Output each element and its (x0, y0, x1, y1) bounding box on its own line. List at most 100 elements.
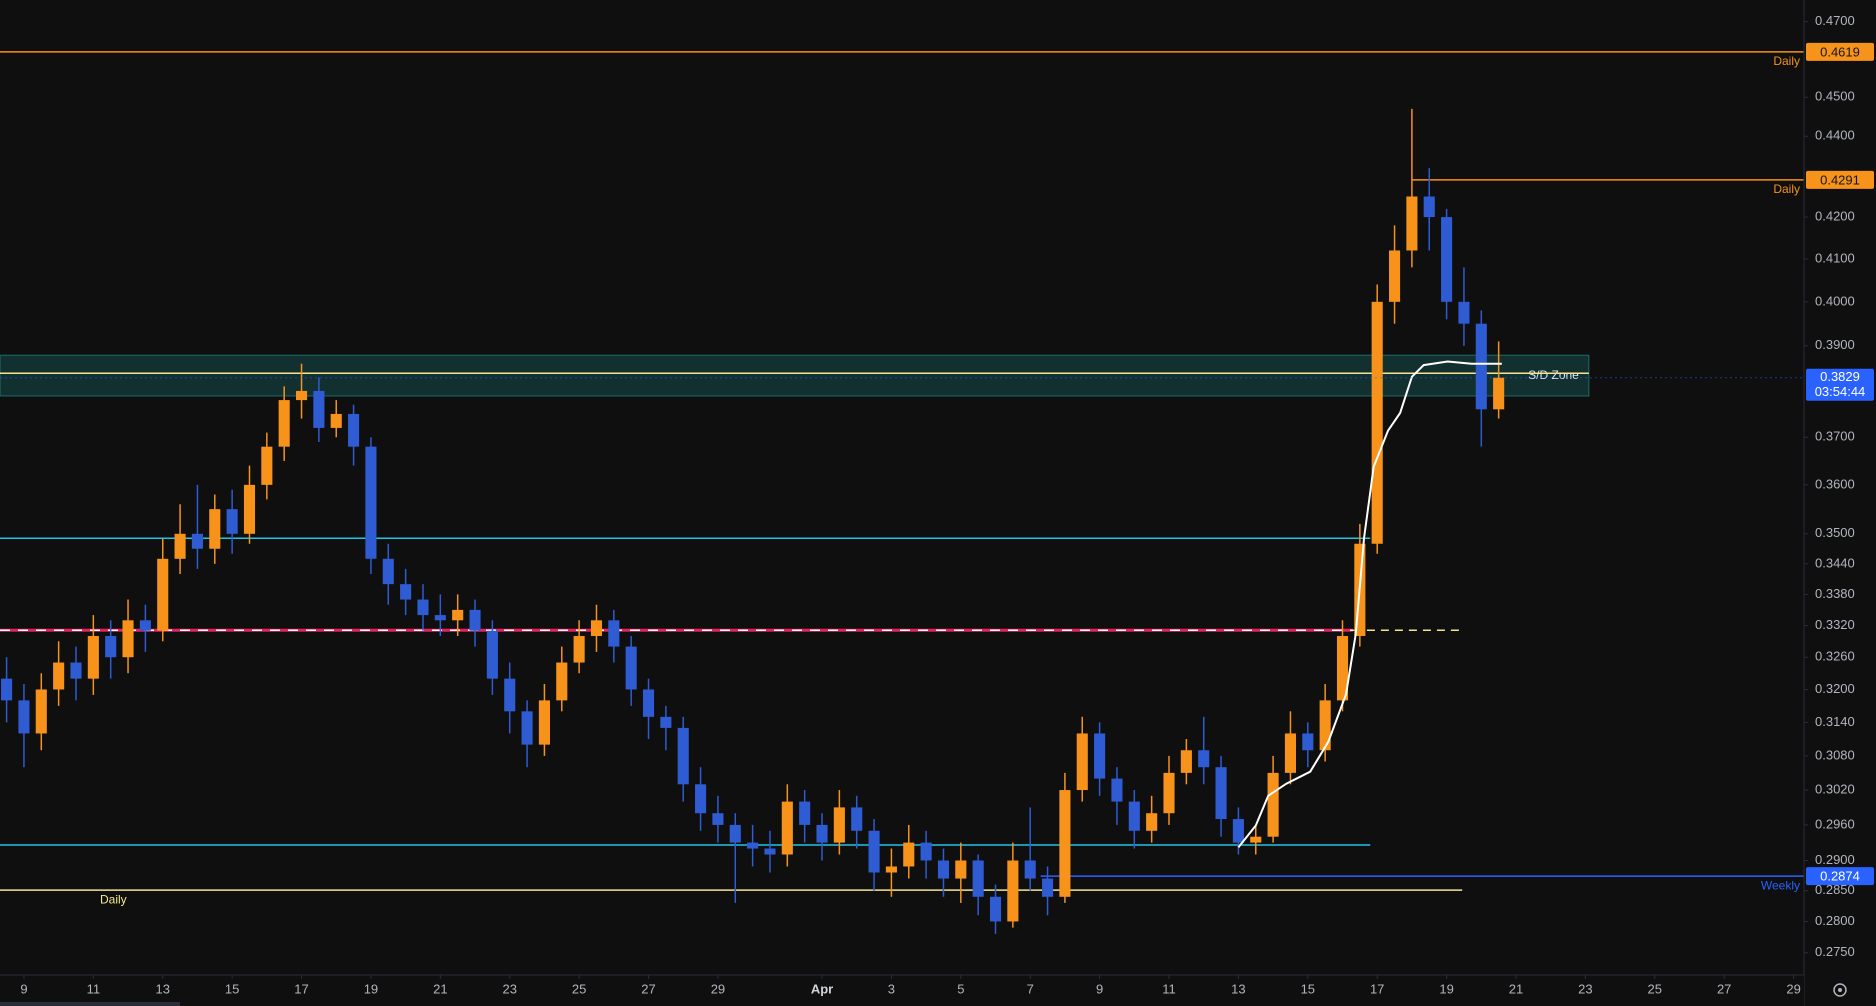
x-tick-label: 29 (1786, 981, 1800, 996)
candle-body (1076, 733, 1088, 791)
x-tick-label: 25 (572, 981, 586, 996)
candle-body (972, 860, 984, 897)
sd-zone (0, 354, 1590, 397)
candle-body (1319, 700, 1331, 751)
settings-icon-center[interactable] (1838, 988, 1842, 992)
candle-body (417, 599, 429, 616)
candle-body (1163, 772, 1175, 814)
y-tick-label: 0.4100 (1815, 250, 1855, 265)
moving-average (1237, 360, 1502, 849)
level-label: Weekly (1761, 878, 1800, 892)
candle-body (18, 700, 30, 734)
x-tick-label: 23 (1578, 981, 1592, 996)
candle-body (278, 400, 290, 447)
candle-body (625, 646, 637, 690)
candle-body (1302, 733, 1314, 751)
candle-body (799, 801, 811, 825)
candle-body (226, 509, 238, 534)
candle-body (1198, 750, 1210, 768)
candle-body (538, 700, 550, 745)
candle-body (937, 860, 950, 879)
price-axis (1804, 0, 1876, 1006)
candle-body (1146, 813, 1158, 831)
x-tick-label: Apr (811, 981, 833, 996)
candle-body (764, 848, 776, 855)
candle-body (1024, 860, 1036, 879)
candle-body (1458, 301, 1470, 324)
candle-body (1059, 790, 1071, 897)
candle-body (452, 609, 464, 621)
x-tick-label: 15 (225, 981, 239, 996)
y-tick-label: 0.2900 (1815, 852, 1855, 867)
settings-icon[interactable] (1833, 983, 1847, 997)
x-tick-label: 7 (1027, 981, 1034, 996)
x-tick-label: 15 (1301, 981, 1315, 996)
candle-body (903, 842, 915, 867)
y-tick-label: 0.3020 (1815, 781, 1855, 796)
x-tick-label: 21 (433, 981, 447, 996)
y-tick-label: 0.2850 (1815, 882, 1855, 897)
candle-body (920, 842, 932, 861)
y-tick-label: 0.3320 (1815, 617, 1855, 632)
sd-zone-label: S/D Zone (1528, 368, 1579, 382)
candle-body (1389, 250, 1401, 302)
y-tick-label: 0.3260 (1815, 649, 1855, 664)
price-tag (1806, 170, 1874, 189)
price-tag-label: 0.2874 (1820, 869, 1860, 884)
candle-body (695, 784, 707, 814)
x-tick-label: 9 (1096, 981, 1103, 996)
candle-body (1250, 836, 1262, 843)
countdown-label: 03:54:44 (1815, 384, 1866, 399)
candle-body (122, 620, 134, 658)
settings-button[interactable] (1833, 983, 1847, 997)
level-label: Daily (1773, 182, 1800, 196)
candle-body (53, 662, 65, 690)
x-tick-label: 9 (20, 981, 27, 996)
candle-body (781, 801, 793, 855)
candle-body (295, 390, 308, 401)
candle-body (174, 533, 186, 559)
candle-body (261, 446, 273, 485)
candle-body (1, 678, 13, 701)
x-tick-label: 17 (294, 981, 308, 996)
y-tick-label: 0.4700 (1815, 13, 1855, 28)
candle-body (833, 807, 845, 843)
candle-body (955, 860, 967, 879)
x-tick-label: 5 (957, 981, 964, 996)
candle-body (209, 509, 221, 549)
y-tick-label: 0.3200 (1815, 681, 1855, 696)
y-tick-label: 0.4500 (1815, 89, 1855, 104)
candle-body (243, 484, 256, 534)
y-tick-label: 0.3600 (1815, 476, 1855, 491)
x-tick-label: 17 (1370, 981, 1384, 996)
current-price-tag (1806, 368, 1874, 401)
candle-body (608, 620, 620, 647)
x-tick-label: 23 (502, 981, 516, 996)
candle-body (1111, 778, 1123, 802)
candle-body (365, 446, 377, 559)
price-tag-label: 0.4619 (1820, 44, 1860, 59)
x-tick-label: 19 (364, 981, 378, 996)
candle-body (816, 824, 828, 843)
x-tick-label: 13 (156, 981, 170, 996)
candle-body (729, 824, 741, 843)
axes: 0.4700 0.4500 0.4400 0.4200 0.4100 0.4000 0.39… (20, 13, 1874, 996)
x-tick-label: 27 (1717, 981, 1731, 996)
y-tick-label: 0.3900 (1815, 337, 1855, 352)
x-tick-label: 29 (711, 981, 725, 996)
candle-body (556, 662, 568, 701)
price-tag-label: 0.4291 (1820, 172, 1860, 187)
x-tick-label: 11 (1162, 981, 1176, 996)
candle-body (1007, 860, 1019, 922)
candle-body (1180, 750, 1192, 773)
y-tick-label: 0.3080 (1815, 747, 1855, 762)
x-tick-label: 11 (87, 981, 101, 996)
candle-body (851, 807, 863, 831)
time-axis (0, 975, 1804, 1006)
candle-body (504, 678, 516, 712)
candle-body (191, 533, 203, 549)
x-tick-label: 25 (1648, 981, 1662, 996)
candle-body (400, 584, 412, 600)
candle-body (677, 727, 689, 785)
